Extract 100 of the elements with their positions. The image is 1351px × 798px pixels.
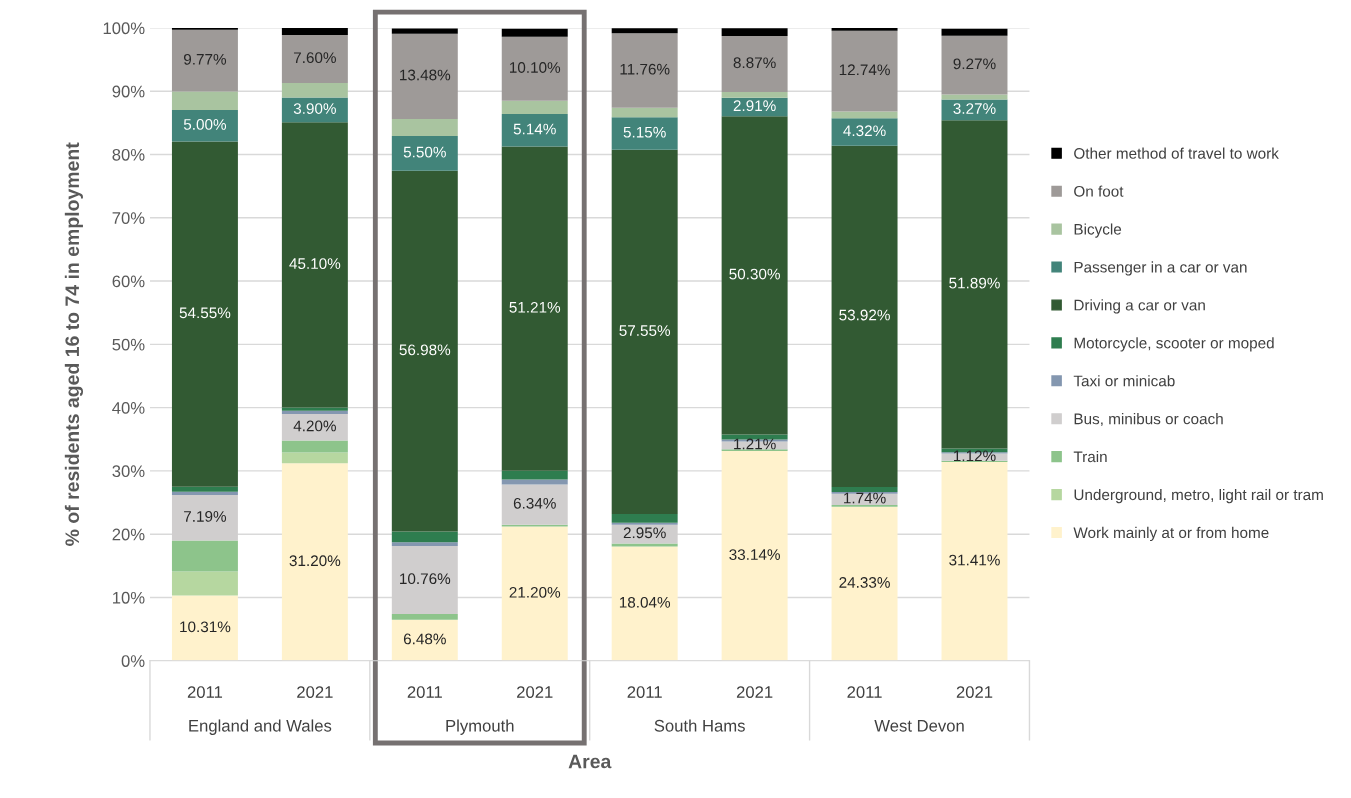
y-tick-label: 100% [103,22,145,35]
bar [721,116,788,435]
data-label: 5.00% [183,118,227,130]
bar [171,486,238,492]
data-label: 24.33% [839,577,890,588]
data-label: 13.48% [400,69,451,81]
legend-label: Work mainly at or from home [1073,526,1269,542]
legend-label: Bicycle [1074,223,1122,238]
bar [941,35,1008,95]
x-tick-label: 2021 [297,686,333,698]
bar [831,145,898,487]
data-label: 31.41% [949,554,1000,566]
bar [721,92,788,98]
bar [281,34,348,83]
bar [391,28,458,34]
text: England and Wales [189,719,332,735]
bar [611,513,678,523]
bar [391,118,458,137]
data-label: 1.12% [954,450,996,462]
data-label: 53.92% [839,309,890,321]
bar [831,111,898,119]
data-label: 51.89% [949,277,1000,289]
data-label: 56.98% [399,344,451,356]
bar [391,614,458,620]
bar [831,30,898,112]
bar [391,170,458,532]
data-label: 9.27% [953,58,996,70]
y-tick-label: 90% [112,85,145,98]
bar [721,28,788,36]
bar [501,470,568,480]
bar [391,542,458,546]
y-tick-label: 60% [112,275,145,288]
data-label: 54.55% [179,307,231,319]
bar [171,571,238,596]
data-label: 33.14% [729,549,780,560]
data-label: 18.04% [619,596,671,608]
data-label: 6.48% [403,633,446,645]
data-label: 12.74% [839,64,890,76]
bar [281,452,348,464]
data-label: 10.76% [400,573,451,585]
data-label: 1.21% [734,438,776,450]
data-label: 5.14% [513,123,556,135]
bar [611,107,678,118]
x-tick-label: 2021 [956,686,993,698]
data-label: 11.76% [620,63,670,75]
y-tick-label: 50% [112,338,145,351]
bar [721,451,788,661]
data-label: 2.95% [623,527,666,539]
bar [171,540,238,572]
data-label: 5.15% [623,126,666,138]
y-tick-label: 20% [112,528,145,541]
bar [391,531,458,543]
y-tick-label: 30% [112,465,145,478]
bar [831,27,898,31]
bar [941,94,1008,100]
bar [281,27,348,35]
x-tick-label: 2011 [187,686,223,698]
bar [721,35,788,93]
bar [501,526,568,661]
data-label: 9.77% [183,53,227,65]
bar [501,479,568,485]
legend-label: Other method of travel to work [1074,147,1279,159]
data-label: 3.27% [953,103,996,114]
data-label: 51.21% [509,301,561,313]
y-tick-label: 0% [121,655,145,667]
bar [721,434,788,440]
data-label: 7.60% [293,52,336,64]
y-axis-title: % of residents aged 16 to 74 in employment [64,142,84,546]
x-tick-label: 2011 [627,686,662,698]
legend-label: Underground, metro, light rail or tram [1074,488,1323,504]
x-tick-label: 2021 [517,686,553,698]
bar [501,100,568,115]
data-label: 3.90% [293,103,336,114]
legend-label: On foot [1074,185,1124,197]
x-tick-label: 2011 [847,686,882,698]
x-axis-title: Area [568,754,612,769]
bar [281,463,348,661]
bar [501,28,568,37]
bar [171,491,238,495]
bar [391,619,458,661]
data-label: 8.87% [733,57,776,69]
bar [281,440,348,453]
bar [831,486,898,492]
bar [171,595,238,661]
y-tick-label: 10% [113,591,145,604]
x-tick-label: 2011 [407,686,442,698]
x-tick-label: 2021 [736,686,773,698]
bar [831,118,898,146]
bar [611,33,678,108]
legend-label: Bus, minibus or coach [1074,413,1223,427]
bar [281,122,348,408]
bar [281,82,348,98]
bar [171,109,238,142]
data-label: 57.55% [619,325,671,336]
bar [941,28,1008,36]
data-label: 4.32% [843,125,886,137]
bar [941,461,1008,661]
data-label: 10.31% [180,621,231,633]
bar [611,543,678,547]
bar [171,141,238,487]
